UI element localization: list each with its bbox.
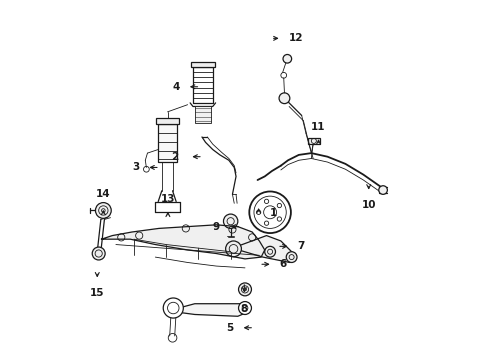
Text: 14: 14 <box>96 189 111 199</box>
Bar <box>158 125 177 162</box>
Text: 4: 4 <box>172 82 180 92</box>
Circle shape <box>163 298 183 318</box>
Text: 7: 7 <box>298 241 305 251</box>
Circle shape <box>379 186 388 194</box>
Text: 15: 15 <box>90 288 104 298</box>
Circle shape <box>283 54 292 63</box>
Text: 6: 6 <box>280 259 287 269</box>
Text: 5: 5 <box>226 323 234 333</box>
Circle shape <box>223 214 238 228</box>
Circle shape <box>96 203 111 219</box>
Text: 13: 13 <box>161 194 175 204</box>
Bar <box>191 62 215 67</box>
Circle shape <box>239 283 251 296</box>
Circle shape <box>225 241 242 257</box>
Bar <box>156 118 179 125</box>
Text: 8: 8 <box>241 304 248 314</box>
Polygon shape <box>232 235 294 262</box>
Circle shape <box>265 246 275 257</box>
Polygon shape <box>168 304 250 316</box>
Circle shape <box>249 192 291 233</box>
Text: 3: 3 <box>132 162 139 172</box>
Text: 1: 1 <box>270 208 277 218</box>
Circle shape <box>239 302 251 315</box>
Circle shape <box>92 247 105 260</box>
Text: 11: 11 <box>311 122 326 132</box>
Bar <box>308 138 320 144</box>
Text: 10: 10 <box>362 200 376 210</box>
Bar <box>195 107 211 123</box>
Text: 2: 2 <box>172 152 179 162</box>
Circle shape <box>286 252 297 262</box>
Text: 12: 12 <box>289 33 303 43</box>
Circle shape <box>279 93 290 104</box>
Bar <box>193 67 213 103</box>
Text: 9: 9 <box>213 222 220 231</box>
Polygon shape <box>101 225 265 259</box>
